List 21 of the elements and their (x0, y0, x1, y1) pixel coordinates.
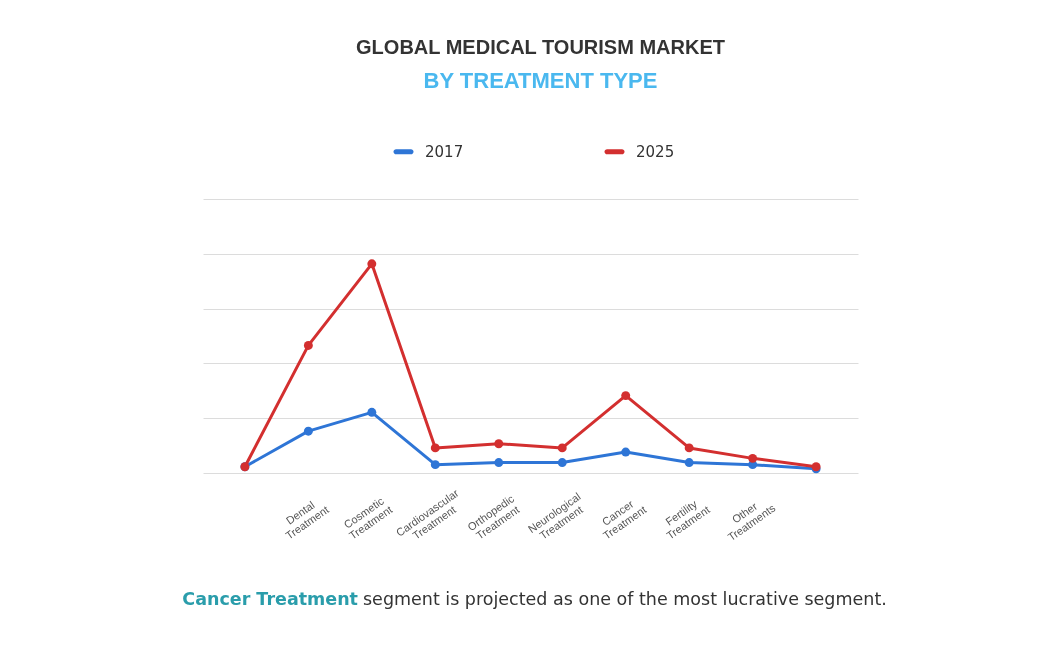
legend-label: 2025 (636, 142, 675, 161)
point (367, 407, 377, 417)
chart-subtitle: BY TREATMENT TYPE (423, 68, 658, 93)
legend-label: 2017 (425, 142, 464, 161)
point (494, 439, 504, 449)
point (303, 340, 313, 350)
point (557, 458, 567, 468)
point (621, 391, 631, 401)
point (430, 460, 440, 470)
text: segment is projected as one of the most lucrative segment. (363, 589, 887, 609)
point (621, 447, 631, 457)
point (303, 426, 313, 436)
point (557, 443, 567, 453)
point (494, 458, 504, 468)
point (684, 443, 694, 453)
text: Cancer Treatment (182, 589, 358, 609)
point (430, 443, 440, 453)
chart-title: GLOBAL MEDICAL TOURISM MARKET (356, 36, 725, 58)
point (367, 259, 377, 269)
point (684, 458, 694, 468)
point (748, 453, 758, 463)
